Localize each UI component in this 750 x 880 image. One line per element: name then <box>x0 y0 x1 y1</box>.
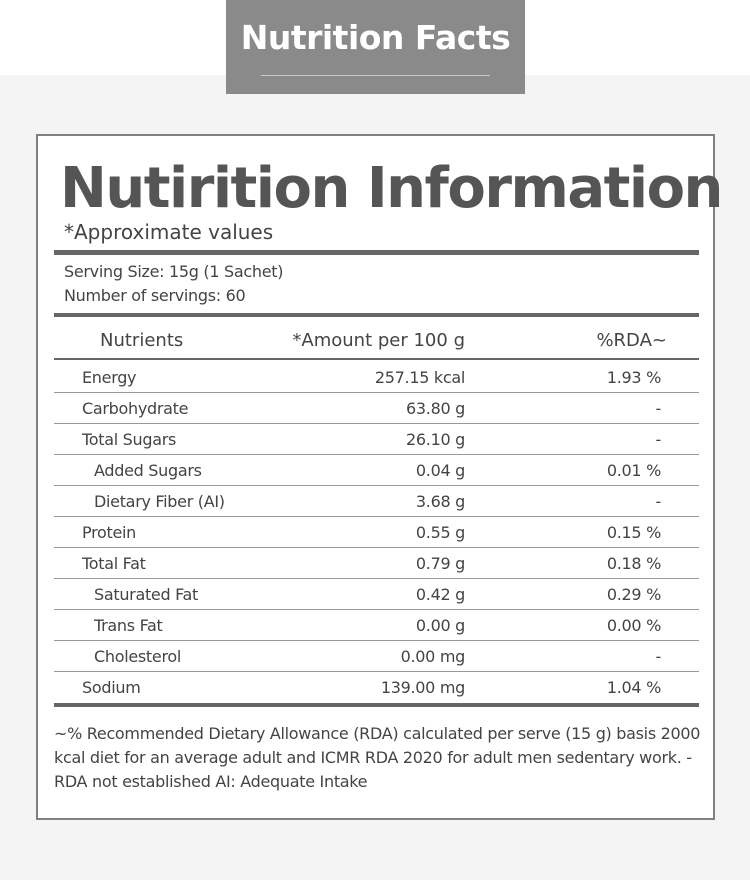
nutrient-rda: 0.00 % <box>606 616 661 635</box>
nutrient-name: Total Fat <box>82 554 146 573</box>
nutrient-amount: 0.00 mg <box>400 647 466 666</box>
divider-header <box>54 358 699 360</box>
nutrient-name: Sodium <box>82 678 141 697</box>
nutrient-name: Energy <box>82 368 137 387</box>
nutrient-amount: 0.55 g <box>415 523 465 542</box>
table-row: Trans Fat 0.00 g 0.00 % <box>54 610 699 641</box>
divider-thick-serving <box>54 313 699 317</box>
header-tab: Nutrition Facts <box>226 0 525 94</box>
nutrient-rda: 0.18 % <box>606 554 661 573</box>
table-row: Cholesterol 0.00 mg - <box>54 641 699 672</box>
nutrient-name: Saturated Fat <box>94 585 199 604</box>
nutrient-amount: 26.10 g <box>406 430 465 449</box>
footnote: ~% Recommended Dietary Allowance (RDA) c… <box>54 724 701 791</box>
nutrient-rda: - <box>655 430 662 449</box>
nutrient-rda: - <box>655 647 662 666</box>
header-underline <box>261 75 490 76</box>
panel-title: Nutirition Information <box>60 156 723 221</box>
nutrient-rda: 0.15 % <box>606 523 661 542</box>
table-row: Energy 257.15 kcal 1.93 % <box>54 362 699 393</box>
nutrient-rows: Energy 257.15 kcal 1.93 % Carbohydrate 63.80… <box>54 362 699 703</box>
servings-count: Number of servings: 60 <box>64 286 246 305</box>
table-row: Added Sugars 0.04 g 0.01 % <box>54 455 699 486</box>
table-row: Protein 0.55 g 0.15 % <box>54 517 699 548</box>
header-amount: *Amount per 100 g <box>292 330 465 351</box>
nutrient-name: Dietary Fiber (AI) <box>94 492 225 511</box>
nutrient-amount: 0.04 g <box>415 461 465 480</box>
nutrient-rda: - <box>655 399 662 418</box>
serving-size: Serving Size: 15g (1 Sachet) <box>64 262 284 281</box>
header-nutrients: Nutrients <box>100 330 184 351</box>
nutrient-amount: 3.68 g <box>415 492 465 511</box>
table-row: Dietary Fiber (AI) 3.68 g - <box>54 486 699 517</box>
divider-thick-top <box>54 250 699 255</box>
table-header: Nutrients *Amount per 100 g %RDA~ <box>54 322 699 360</box>
table-row: Saturated Fat 0.42 g 0.29 % <box>54 579 699 610</box>
header-title: Nutrition Facts <box>240 18 511 57</box>
nutrient-rda: 1.93 % <box>606 368 661 387</box>
nutrition-panel: Nutirition Information *Approximate valu… <box>36 134 723 820</box>
nutrient-amount: 0.00 g <box>415 616 465 635</box>
nutrient-rda: 1.04 % <box>606 678 661 697</box>
table-row: Total Sugars 26.10 g - <box>54 424 699 455</box>
serving-info: Serving Size: 15g (1 Sachet) Number of s… <box>64 260 283 308</box>
table-row: Carbohydrate 63.80 g - <box>54 393 699 424</box>
divider-thick-bottom <box>54 703 699 707</box>
nutrient-name: Carbohydrate <box>82 399 189 418</box>
nutrient-rda: 0.01 % <box>606 461 661 480</box>
approximate-note: *Approximate values <box>64 220 274 244</box>
nutrient-amount: 63.80 g <box>406 399 465 418</box>
table-row: Sodium 139.00 mg 1.04 % <box>54 672 699 703</box>
nutrient-name: Protein <box>82 523 136 542</box>
nutrient-name: Total Sugars <box>82 430 177 449</box>
nutrient-name: Trans Fat <box>94 616 163 635</box>
nutrient-amount: 257.15 kcal <box>374 368 465 387</box>
nutrient-name: Added Sugars <box>94 461 202 480</box>
nutrient-rda: - <box>655 492 662 511</box>
header-rda: %RDA~ <box>596 330 667 351</box>
nutrient-amount: 139.00 mg <box>380 678 465 697</box>
nutrient-amount: 0.42 g <box>415 585 465 604</box>
nutrient-amount: 0.79 g <box>415 554 465 573</box>
nutrient-name: Cholesterol <box>94 647 182 666</box>
nutrient-rda: 0.29 % <box>606 585 661 604</box>
table-row: Total Fat 0.79 g 0.18 % <box>54 548 699 579</box>
